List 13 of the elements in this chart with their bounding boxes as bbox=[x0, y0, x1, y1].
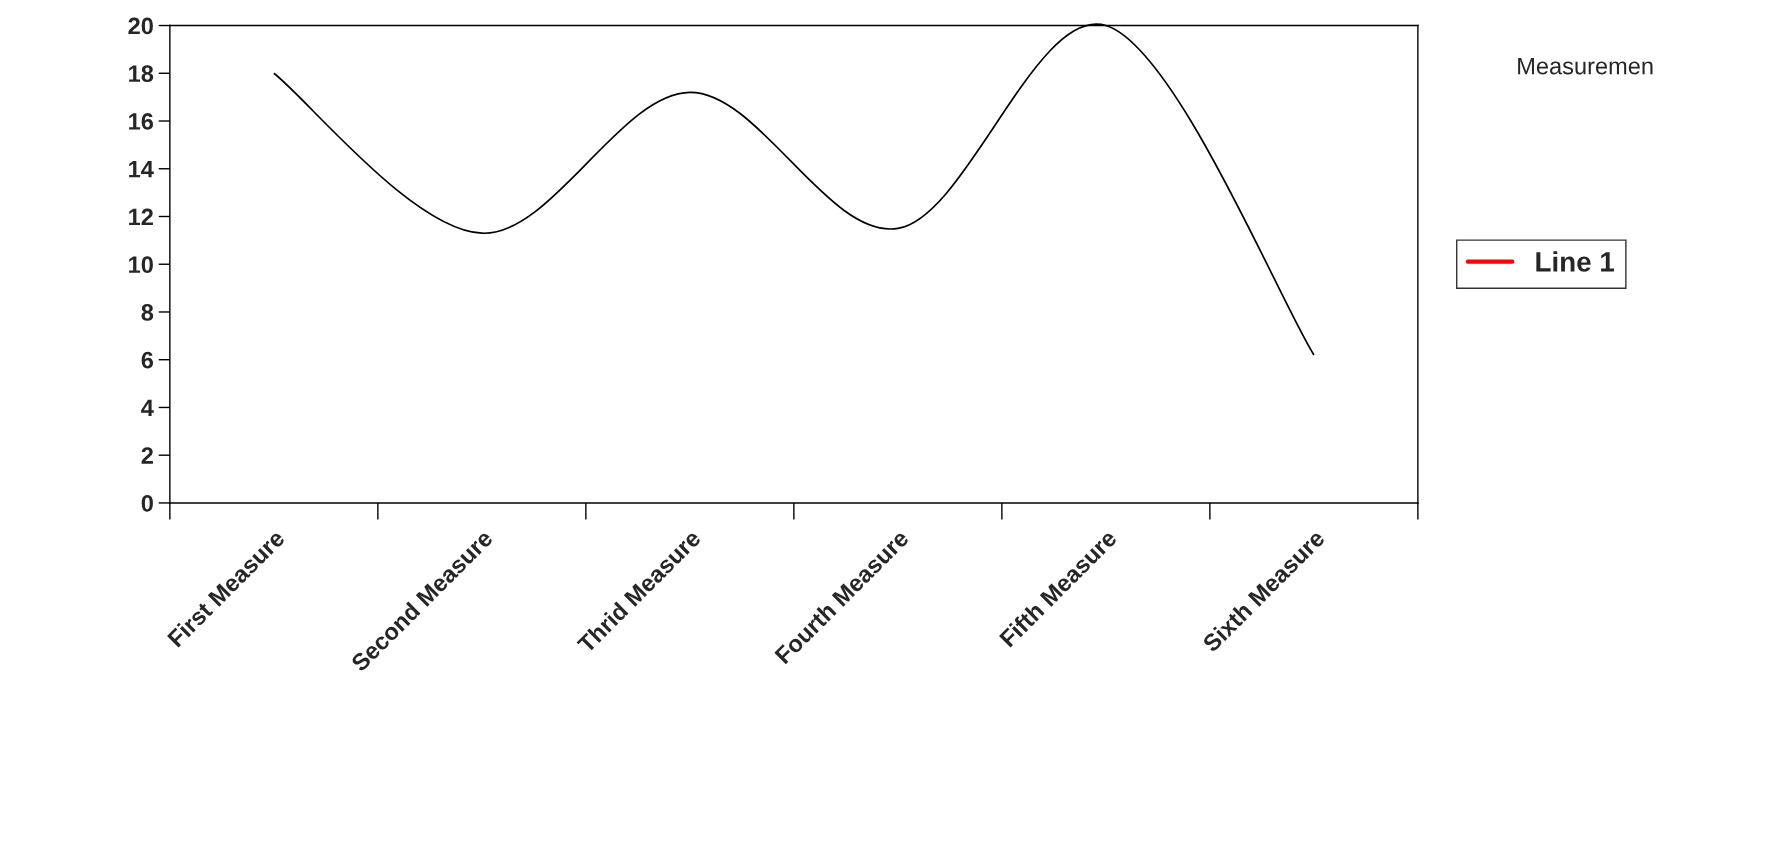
y-tick-label: 4 bbox=[141, 399, 154, 417]
y-tick-label: 18 bbox=[129, 65, 154, 83]
text: Measuremen bbox=[1518, 57, 1653, 75]
y-tick-label: 2 bbox=[141, 447, 153, 464]
y-tick-label: 0 bbox=[141, 495, 153, 512]
y-tick-label: 14 bbox=[129, 161, 154, 178]
y-tick-label: 8 bbox=[141, 304, 154, 321]
y-tick-label: 6 bbox=[141, 351, 154, 369]
y-tick-label: 16 bbox=[129, 113, 154, 130]
y-tick-label: 10 bbox=[129, 256, 153, 274]
y-tick-label: 20 bbox=[128, 17, 153, 35]
y-tick-label: 12 bbox=[129, 208, 153, 226]
legend-label: Line 1 bbox=[1536, 251, 1615, 272]
